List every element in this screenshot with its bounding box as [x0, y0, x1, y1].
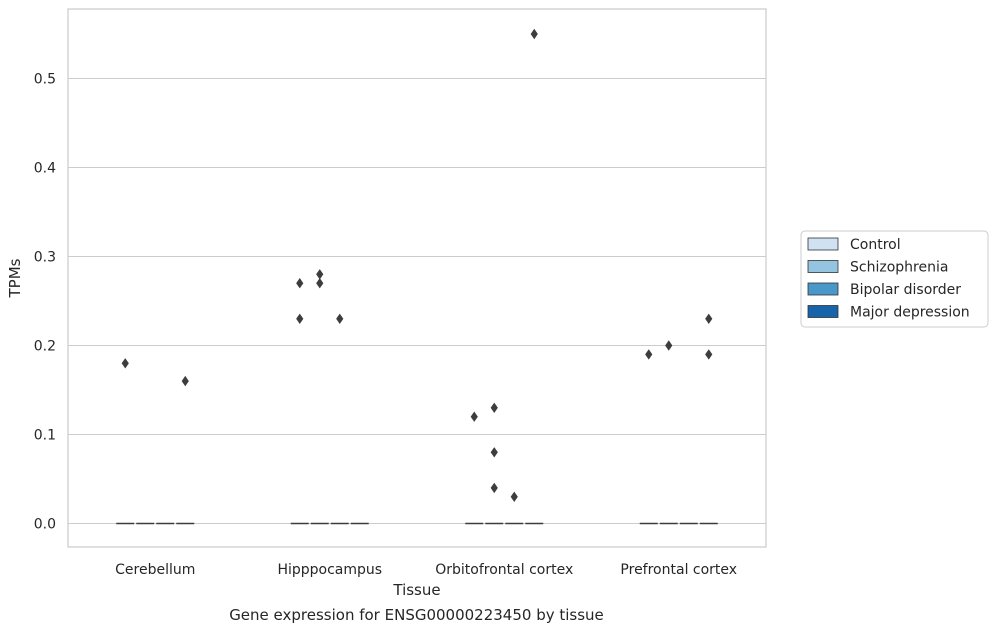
y-tick-label: 0.4 — [34, 161, 56, 177]
y-axis-ticks: 0.0 0.1 0.2 0.3 0.4 0.5 — [34, 72, 56, 533]
legend: Control Schizophrenia Bipolar disorder Majo… — [800, 230, 989, 328]
outlier-point — [316, 278, 324, 289]
outlier-point — [296, 278, 304, 289]
x-axis-ticks: Cerebellum Hipppocampus Orbitofrontal cort… — [115, 562, 737, 578]
x-tick-label: Prefrontal cortex — [620, 562, 737, 578]
outlier-point — [316, 269, 324, 280]
y-tick-label: 0.0 — [34, 517, 56, 533]
legend-swatch — [807, 282, 839, 296]
legend-swatch — [807, 260, 839, 273]
outlier-point — [490, 482, 498, 494]
outlier-point — [470, 411, 478, 422]
legend-box — [800, 230, 989, 328]
grid-lines — [68, 77, 766, 525]
legend-label: Schizophrenia — [850, 260, 948, 276]
legend-label: Major depression — [850, 305, 970, 321]
x-tick-label: Orbitofrontal cortex — [435, 562, 573, 578]
outlier-point — [705, 349, 713, 360]
outlier-point — [665, 340, 673, 351]
outlier-point — [181, 375, 189, 387]
outlier-point — [336, 313, 344, 324]
outlier-point — [705, 313, 713, 324]
legend-swatch — [807, 237, 839, 251]
outlier-point — [490, 447, 498, 458]
outlier-point — [530, 28, 538, 40]
outlier-point — [645, 349, 653, 360]
legend-swatch — [807, 305, 839, 318]
outlier-point — [296, 313, 304, 324]
y-tick-label: 0.3 — [34, 250, 56, 266]
outlier-point — [121, 358, 129, 369]
plot-frame — [67, 8, 767, 548]
y-tick-label: 0.5 — [34, 72, 56, 88]
y-tick-label: 0.2 — [34, 339, 56, 355]
y-axis-label: TPMs — [6, 258, 24, 298]
outlier-points — [121, 28, 713, 502]
x-tick-label: Cerebellum — [115, 562, 195, 578]
legend-label: Bipolar disorder — [850, 282, 961, 298]
x-axis-label: Tissue — [392, 581, 440, 599]
x-tick-label: Hipppocampus — [277, 562, 382, 578]
outlier-point — [510, 491, 518, 502]
outlier-point — [490, 402, 498, 413]
chart-caption: Gene expression for ENSG00000223450 by t… — [229, 606, 604, 624]
y-tick-label: 0.1 — [34, 428, 56, 444]
legend-label: Control — [850, 237, 901, 253]
